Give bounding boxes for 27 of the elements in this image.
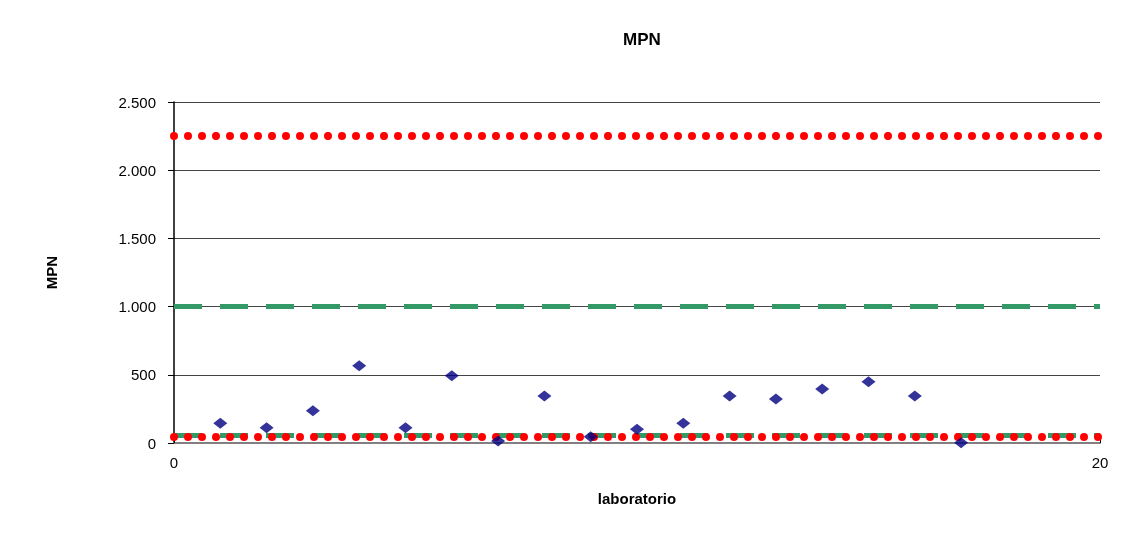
chart-title: MPN [623,30,661,49]
point [444,370,459,382]
y-tick-label: 500 [130,366,156,384]
point [954,437,969,449]
y-tick-label: 2.500 [118,93,156,111]
point [259,422,274,434]
point [305,405,320,417]
point [398,422,413,434]
point [491,435,506,447]
y-tick-label: 2.000 [118,161,156,179]
point [583,431,598,443]
y-tick-label: 1.500 [118,229,156,247]
point [861,376,876,388]
point [630,423,644,435]
y-tick-label: 0 [147,434,156,452]
y-tick-label: 1.000 [118,298,156,316]
point [815,383,830,395]
point [768,393,783,405]
point [537,390,552,402]
point [676,417,691,429]
y-axis-title: MPN [43,255,60,290]
point [722,390,737,402]
point [907,390,922,402]
point [213,417,228,429]
x-tick-label: 20 [1091,454,1109,471]
point [352,360,367,372]
x-axis-title: laboratorio [597,490,677,507]
